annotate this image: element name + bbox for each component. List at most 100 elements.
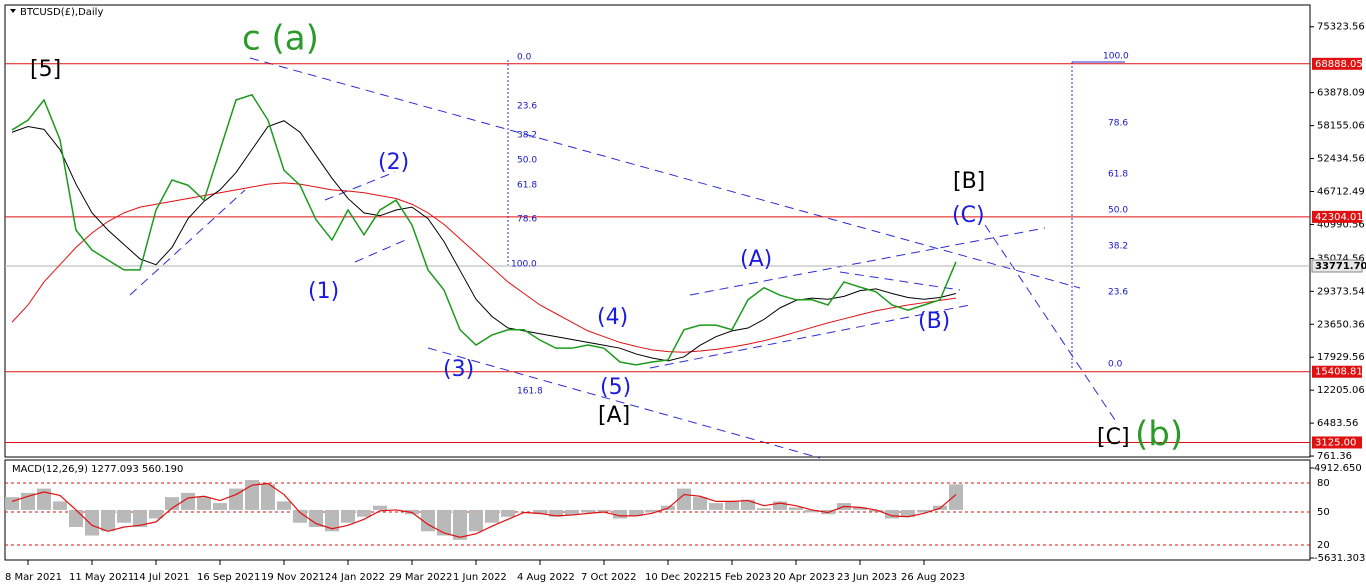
menu-icon — [10, 9, 16, 13]
level-label: 68888.05 — [1315, 59, 1363, 70]
histogram-bar — [437, 509, 451, 536]
fib-label: 78.6 — [517, 215, 537, 225]
histogram-bar — [5, 497, 19, 510]
histogram-bar — [37, 488, 51, 510]
y-tick-label: 761.36 — [1317, 451, 1352, 462]
y-tick-label: 6483.56 — [1317, 418, 1358, 429]
x-tick-label: 11 May 2021 — [69, 572, 134, 583]
histogram-bar — [949, 484, 963, 510]
histogram-bar — [581, 509, 595, 513]
histogram-bar — [725, 501, 739, 510]
x-tick-label: 4 Aug 2022 — [517, 572, 575, 583]
histogram-bar — [117, 509, 131, 523]
x-tick-label: 26 Aug 2023 — [901, 572, 965, 583]
trend-line — [129, 189, 246, 296]
chart-title: BTCUSD(£),Daily — [20, 7, 103, 18]
wave-label: [C] — [1097, 425, 1130, 450]
wave-label: (2) — [378, 150, 409, 175]
y-tick-label: -5631.303 — [1314, 553, 1365, 564]
wave-label: [B] — [953, 169, 985, 194]
y-tick-label: 12205.06 — [1317, 385, 1365, 396]
level-label: 15408.81 — [1315, 367, 1363, 378]
x-tick-label: 20 Apr 2023 — [773, 572, 835, 583]
histogram-bar — [149, 509, 163, 519]
y-tick-label: 4912.650 — [1314, 463, 1362, 474]
histogram-bar — [325, 509, 339, 532]
histogram-bar — [549, 509, 563, 517]
fib-label: 38.2 — [517, 131, 537, 141]
histogram-bar — [373, 505, 387, 510]
level-label: 20 — [1317, 540, 1330, 551]
y-tick-label: 40990.56 — [1317, 219, 1365, 230]
histogram-bar — [53, 501, 67, 510]
x-tick-label: 14 Jul 2021 — [133, 572, 190, 583]
x-tick-label: 1 Jun 2022 — [453, 572, 507, 583]
x-tick-label: 16 Sep 2021 — [197, 572, 260, 583]
histogram-bar — [869, 509, 883, 512]
y-tick-label: 17929.56 — [1317, 352, 1365, 363]
wave-label: (B) — [918, 309, 950, 334]
trend-line — [249, 57, 1081, 289]
histogram-bar — [309, 509, 323, 528]
trend-line — [354, 237, 411, 263]
x-tick-label: 24 Jan 2022 — [325, 572, 385, 583]
histogram-bar — [101, 509, 115, 532]
x-tick-label: 15 Feb 2023 — [709, 572, 771, 583]
level-box — [1312, 57, 1362, 70]
level-box — [1312, 210, 1362, 223]
x-tick-label: 19 Nov 2021 — [261, 572, 325, 583]
y-tick-label: 46712.49 — [1317, 186, 1365, 197]
trend-line — [984, 224, 1116, 421]
histogram-bar — [533, 509, 547, 515]
fib-label: 100.0 — [511, 260, 537, 270]
fib-label: 100.0 — [1103, 52, 1129, 62]
histogram-bar — [853, 507, 867, 510]
histogram-bar — [693, 497, 707, 510]
level-label: 42304.01 — [1315, 212, 1363, 223]
histogram-bar — [261, 484, 275, 510]
trend-line — [839, 271, 961, 291]
x-tick-label: 29 Mar 2022 — [389, 572, 452, 583]
histogram-bar — [341, 509, 355, 523]
macd-frame — [4, 459, 1311, 561]
x-tick-label: 23 Jun 2023 — [837, 572, 897, 583]
moving-average — [11, 182, 957, 353]
wave-label: (5) — [600, 375, 631, 400]
x-tick-label: 8 Mar 2021 — [5, 572, 62, 583]
wave-label: c (a) — [242, 19, 319, 59]
wave-label: (3) — [443, 357, 474, 382]
fib-label: 23.6 — [517, 102, 537, 112]
level-label: 3125.00 — [1315, 437, 1356, 448]
x-tick-label: 10 Dec 2022 — [645, 572, 709, 583]
histogram-bar — [773, 501, 787, 510]
histogram-bar — [789, 507, 803, 510]
histogram-bar — [213, 503, 227, 510]
y-tick-label: 29373.54 — [1317, 286, 1365, 297]
histogram-bar — [917, 509, 931, 513]
histogram-bar — [901, 509, 915, 517]
histogram-bar — [501, 509, 515, 517]
level-label: 50 — [1317, 507, 1330, 518]
y-tick-label: 63878.09 — [1317, 88, 1365, 99]
y-tick-label: 23650.36 — [1317, 319, 1365, 330]
wave-label: (C) — [952, 203, 985, 228]
histogram-bar — [293, 509, 307, 523]
y-tick-label: 52434.56 — [1317, 154, 1365, 165]
fib-label: 38.2 — [1108, 242, 1128, 252]
histogram-bar — [613, 509, 627, 519]
trend-line — [427, 347, 821, 459]
wave-label: [A] — [598, 403, 630, 428]
signal-line — [11, 482, 957, 538]
wave-label: (b) — [1135, 415, 1183, 455]
histogram-bar — [885, 509, 899, 519]
fib-label: 0.0 — [1108, 360, 1123, 370]
histogram-bar — [597, 509, 611, 512]
histogram-bar — [677, 488, 691, 510]
wave-label: (A) — [740, 247, 772, 272]
trend-line — [324, 171, 396, 201]
fib-label: 61.8 — [517, 181, 537, 191]
price-line — [11, 93, 957, 366]
histogram-bar — [69, 509, 83, 528]
trend-line — [689, 227, 1046, 296]
